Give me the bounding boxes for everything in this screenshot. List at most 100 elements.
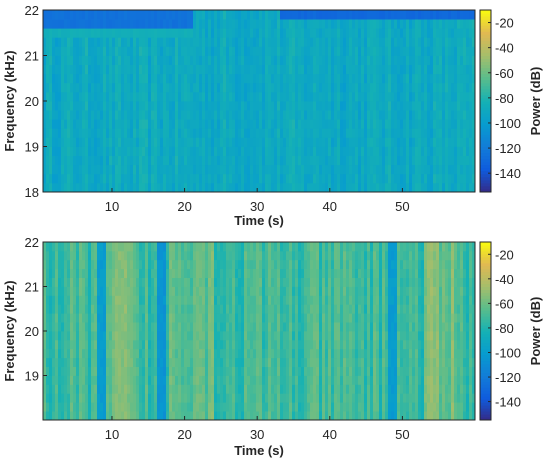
heatmap-cell bbox=[286, 348, 290, 359]
heatmap-cell bbox=[70, 28, 74, 38]
heatmap-cell bbox=[313, 313, 317, 323]
heatmap-cell bbox=[94, 73, 98, 84]
heatmap-cell bbox=[169, 155, 173, 166]
heatmap-cell bbox=[247, 155, 251, 166]
heatmap-cell bbox=[55, 182, 59, 193]
heatmap-cell bbox=[403, 73, 407, 84]
heatmap-cell bbox=[370, 182, 374, 193]
heatmap-cell bbox=[406, 155, 410, 166]
heatmap-cell bbox=[430, 164, 434, 175]
heatmap-cell bbox=[232, 348, 236, 359]
heatmap-cell bbox=[238, 277, 242, 287]
heatmap-cell bbox=[61, 375, 65, 385]
heatmap-cell bbox=[193, 375, 197, 385]
heatmap-cell bbox=[388, 46, 392, 56]
heatmap-cell bbox=[271, 322, 275, 332]
heatmap-cell bbox=[64, 250, 68, 261]
heatmap-cell bbox=[193, 155, 197, 166]
heatmap-cell bbox=[448, 73, 452, 84]
heatmap-cell bbox=[241, 295, 245, 305]
heatmap-cell bbox=[100, 19, 104, 29]
heatmap-cell bbox=[190, 128, 194, 138]
heatmap-cell bbox=[49, 348, 53, 359]
heatmap-cell bbox=[124, 366, 128, 376]
heatmap-cell bbox=[64, 119, 68, 129]
heatmap-cell bbox=[175, 313, 179, 323]
heatmap-cell bbox=[328, 268, 332, 278]
heatmap-cell bbox=[115, 250, 119, 261]
heatmap-cell bbox=[52, 322, 56, 332]
heatmap-cell bbox=[259, 73, 263, 84]
heatmap-cell bbox=[124, 339, 128, 350]
heatmap-cell bbox=[316, 155, 320, 166]
heatmap-cell bbox=[370, 37, 374, 47]
heatmap-cell bbox=[394, 10, 398, 20]
heatmap-cell bbox=[112, 173, 116, 184]
heatmap-cell bbox=[373, 55, 377, 65]
heatmap-cell bbox=[169, 242, 173, 252]
heatmap-cell bbox=[310, 64, 314, 75]
heatmap-cell bbox=[46, 322, 50, 332]
heatmap-cell bbox=[115, 146, 119, 156]
heatmap-cell bbox=[46, 173, 50, 184]
heatmap-cell bbox=[166, 28, 170, 38]
heatmap-cell bbox=[223, 393, 227, 403]
heatmap-cell bbox=[55, 173, 59, 184]
heatmap-cell bbox=[115, 55, 119, 65]
heatmap-cell bbox=[172, 384, 176, 394]
heatmap-cell bbox=[460, 46, 464, 56]
heatmap-cell bbox=[316, 339, 320, 350]
heatmap-cell bbox=[64, 110, 68, 120]
heatmap-cell bbox=[331, 10, 335, 20]
heatmap-cell bbox=[148, 250, 152, 261]
heatmap-cell bbox=[70, 295, 74, 305]
heatmap-cell bbox=[271, 55, 275, 65]
heatmap-cell bbox=[109, 155, 113, 166]
heatmap-cell bbox=[235, 155, 239, 166]
heatmap-cell bbox=[193, 82, 197, 93]
heatmap-cell bbox=[235, 295, 239, 305]
heatmap-cell bbox=[271, 348, 275, 359]
heatmap-cell bbox=[223, 402, 227, 412]
heatmap-cell bbox=[127, 277, 131, 287]
heatmap-cell bbox=[292, 384, 296, 394]
heatmap-cell bbox=[49, 128, 53, 138]
heatmap-cell bbox=[208, 28, 212, 38]
colorbar-segment bbox=[480, 173, 491, 178]
heatmap-cell bbox=[451, 28, 455, 38]
heatmap-cell bbox=[472, 110, 476, 120]
heatmap-cell bbox=[196, 10, 200, 20]
heatmap-cell bbox=[163, 250, 167, 261]
heatmap-cell bbox=[436, 46, 440, 56]
heatmap-cell bbox=[112, 64, 116, 75]
heatmap-cell bbox=[58, 19, 62, 29]
heatmap-cell bbox=[235, 173, 239, 184]
heatmap-cell bbox=[298, 119, 302, 129]
heatmap-cell bbox=[331, 73, 335, 84]
heatmap-cell bbox=[235, 73, 239, 84]
heatmap-cell bbox=[163, 82, 167, 93]
heatmap-cell bbox=[238, 46, 242, 56]
heatmap-cell bbox=[139, 384, 143, 394]
heatmap-cell bbox=[319, 366, 323, 376]
colorbar-segment bbox=[480, 13, 491, 17]
heatmap-cell bbox=[127, 375, 131, 385]
heatmap-cell bbox=[196, 73, 200, 84]
heatmap-cell bbox=[214, 277, 218, 287]
heatmap-cell bbox=[217, 146, 221, 156]
heatmap-cell bbox=[223, 242, 227, 252]
heatmap-cell bbox=[289, 46, 293, 56]
heatmap-cell bbox=[76, 91, 80, 102]
heatmap-cell bbox=[451, 182, 455, 193]
heatmap-cell bbox=[91, 322, 95, 332]
heatmap-cell bbox=[220, 146, 224, 156]
heatmap-cell bbox=[268, 250, 272, 261]
heatmap-cell bbox=[304, 250, 308, 261]
heatmap-cell bbox=[430, 19, 434, 29]
heatmap-cell bbox=[382, 55, 386, 65]
heatmap-cell bbox=[295, 339, 299, 350]
heatmap-cell bbox=[202, 19, 206, 29]
heatmap-cell bbox=[196, 402, 200, 412]
heatmap-cell bbox=[382, 173, 386, 184]
heatmap-cell bbox=[277, 322, 281, 332]
